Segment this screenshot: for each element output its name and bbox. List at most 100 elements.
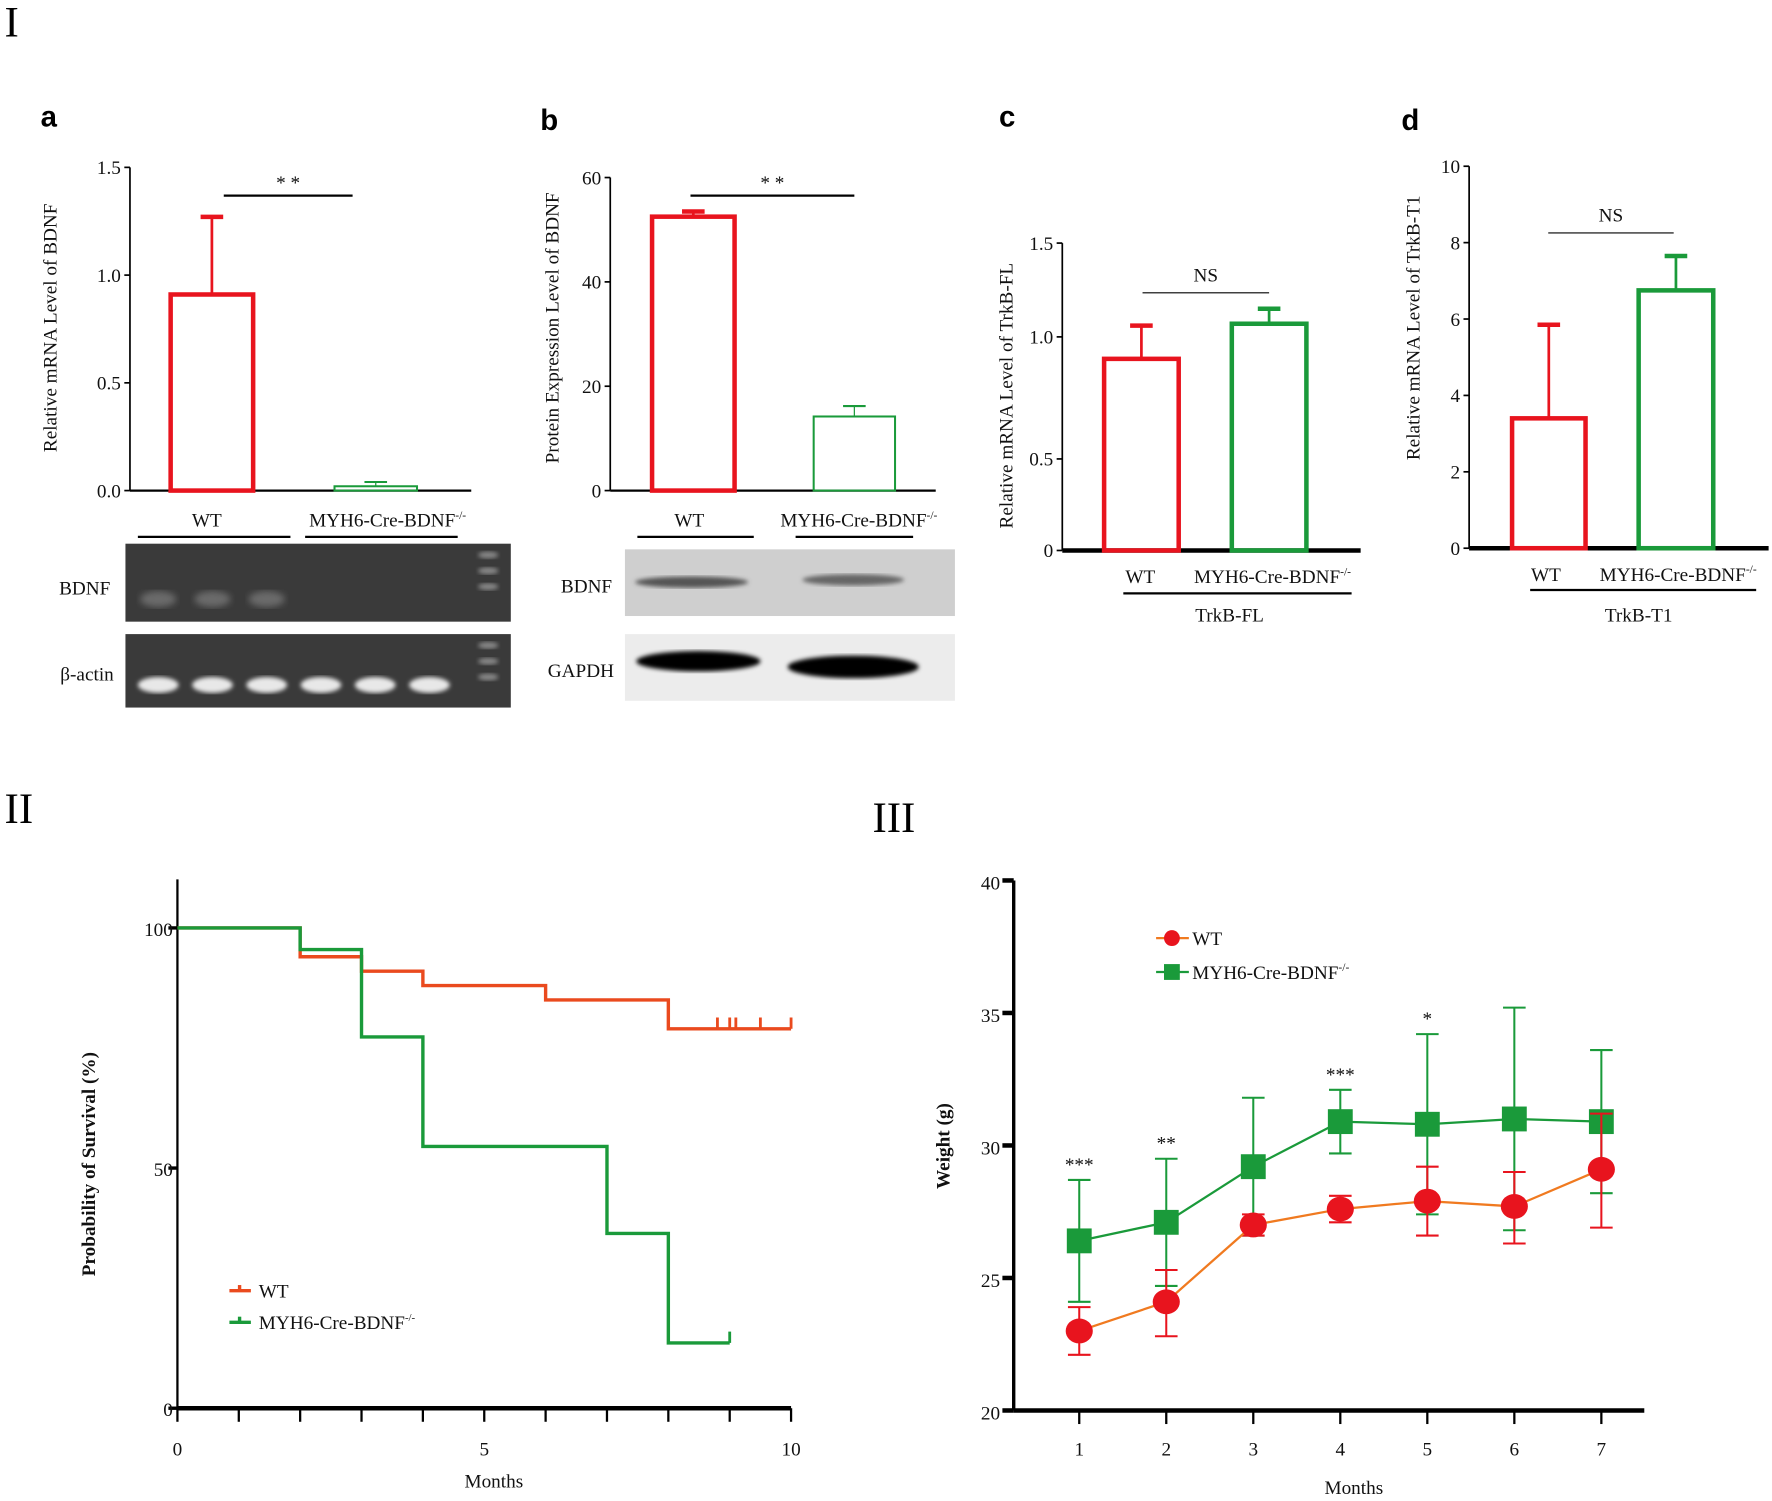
y-tick-label-b: 60 bbox=[582, 168, 601, 189]
y-axis-label-III: Weight (g) bbox=[933, 1103, 954, 1189]
bar-b-ko bbox=[812, 415, 897, 492]
significance-label-b: * * bbox=[760, 173, 784, 194]
data-point-wt bbox=[1413, 1188, 1441, 1214]
bar-b-wt bbox=[649, 214, 737, 493]
bar-d-ko bbox=[1636, 288, 1716, 551]
blot-band bbox=[787, 655, 919, 679]
figure-label-I: I bbox=[5, 0, 19, 46]
category-label-a: WT bbox=[192, 511, 222, 532]
significance-label-III: * bbox=[1423, 1009, 1433, 1030]
panel-label-c: c bbox=[999, 101, 1015, 134]
category-label-c: WT bbox=[1125, 567, 1155, 588]
blot-band bbox=[635, 576, 749, 588]
group-label-c: TrkB-FL bbox=[1195, 606, 1264, 627]
data-point-ko bbox=[1414, 1111, 1440, 1137]
y-tick-label-II: 0 bbox=[163, 1400, 173, 1421]
gel-band bbox=[246, 677, 288, 693]
x-tick-label-II: 5 bbox=[479, 1440, 489, 1461]
bar-a-wt bbox=[168, 292, 256, 493]
panel-label-d: d bbox=[1401, 104, 1419, 137]
y-tick-label-b: 20 bbox=[582, 377, 601, 398]
y-tick-label-d: 8 bbox=[1450, 233, 1460, 254]
y-tick-label-II: 50 bbox=[154, 1160, 173, 1181]
category-label-b: MYH6-Cre-BDNF-/- bbox=[780, 510, 937, 532]
y-tick-label-b: 40 bbox=[582, 273, 601, 294]
figure-label-II: II bbox=[5, 786, 34, 833]
gel-band bbox=[409, 677, 450, 693]
y-axis-label-d: Relative mRNA Level of TrkB-T1 bbox=[1403, 196, 1424, 461]
y-tick-label-c: 0 bbox=[1044, 541, 1054, 562]
y-tick-label-a: 1.5 bbox=[97, 158, 121, 179]
gel-row-label-actin: β-actin bbox=[60, 664, 114, 685]
survival-curve-wt bbox=[177, 926, 792, 1031]
significance-label-d: NS bbox=[1599, 206, 1624, 227]
data-point-wt bbox=[1152, 1289, 1180, 1315]
gel-image-actin bbox=[125, 634, 511, 708]
gel-band bbox=[192, 677, 233, 693]
ladder-band bbox=[478, 567, 499, 575]
category-label-d: MYH6-Cre-BDNF-/- bbox=[1600, 564, 1757, 586]
y-tick-label-III: 20 bbox=[981, 1404, 1000, 1425]
panel-label-a: a bbox=[41, 101, 58, 134]
category-label-a: MYH6-Cre-BDNF-/- bbox=[309, 510, 466, 532]
significance-label-a: * * bbox=[276, 173, 300, 194]
bar-d-wt bbox=[1509, 416, 1588, 551]
y-axis-label-b: Protein Expression Level of BDNF bbox=[542, 192, 563, 463]
y-tick-label-c: 1.0 bbox=[1029, 328, 1053, 349]
survival-curve-ko bbox=[177, 926, 730, 1345]
x-tick-label-III: 1 bbox=[1074, 1440, 1084, 1461]
y-tick-label-III: 30 bbox=[981, 1139, 1000, 1160]
significance-label-III: *** bbox=[1065, 1155, 1094, 1176]
x-tick-label-III: 7 bbox=[1597, 1440, 1607, 1461]
blot-row-label-bdnf: BDNF bbox=[561, 576, 612, 597]
y-tick-label-b: 0 bbox=[592, 481, 602, 502]
y-tick-label-a: 1.0 bbox=[97, 266, 121, 287]
y-tick-label-c: 0.5 bbox=[1029, 450, 1053, 471]
bar-c-ko bbox=[1229, 321, 1309, 553]
gel-band bbox=[248, 591, 285, 607]
y-tick-label-a: 0.5 bbox=[97, 374, 121, 395]
y-tick-label-c: 1.5 bbox=[1029, 234, 1053, 255]
y-tick-label-d: 10 bbox=[1441, 157, 1460, 178]
x-tick-label-III: 3 bbox=[1248, 1440, 1258, 1461]
data-point-wt bbox=[1065, 1318, 1093, 1344]
x-tick-label-III: 6 bbox=[1510, 1440, 1520, 1461]
legend-marker-wt bbox=[1164, 930, 1180, 947]
data-point-ko bbox=[1153, 1209, 1179, 1235]
y-tick-label-d: 4 bbox=[1450, 386, 1460, 407]
data-point-wt bbox=[1326, 1196, 1354, 1222]
y-tick-label-III: 25 bbox=[981, 1271, 1000, 1292]
blot-band bbox=[802, 574, 905, 586]
legend-marker-ko bbox=[1164, 964, 1180, 980]
x-tick-label-II: 10 bbox=[781, 1440, 800, 1461]
x-axis-label-III: Months bbox=[1325, 1478, 1384, 1499]
data-point-ko bbox=[1240, 1154, 1266, 1180]
data-point-ko bbox=[1327, 1109, 1353, 1135]
x-tick-label-III: 4 bbox=[1335, 1440, 1345, 1461]
y-axis-label-c: Relative mRNA Level of TrkB-FL bbox=[997, 263, 1018, 529]
legend-label-III-wt: WT bbox=[1192, 929, 1222, 950]
data-point-ko bbox=[1066, 1228, 1092, 1254]
y-tick-label-d: 6 bbox=[1450, 310, 1460, 331]
figure-label-III: III bbox=[872, 795, 915, 842]
ladder-band bbox=[478, 642, 499, 649]
legend-label-II-ko: MYH6-Cre-BDNF-/- bbox=[259, 1312, 416, 1334]
ladder-band bbox=[478, 673, 499, 681]
y-tick-label-III: 35 bbox=[981, 1006, 1000, 1027]
bar-a-ko bbox=[333, 485, 419, 492]
x-tick-label-III: 5 bbox=[1423, 1440, 1433, 1461]
data-point-wt bbox=[1239, 1212, 1267, 1238]
category-label-d: WT bbox=[1531, 565, 1561, 586]
gel-row-label-bdnf: BDNF bbox=[59, 579, 110, 600]
ladder-band bbox=[478, 583, 499, 591]
y-axis-label-a: Relative mRNA Level of BDNF bbox=[41, 204, 62, 453]
significance-label-III: ** bbox=[1157, 1134, 1176, 1155]
y-tick-label-III: 40 bbox=[981, 874, 1000, 895]
gel-image-bdnf bbox=[125, 543, 511, 622]
x-tick-label-III: 2 bbox=[1161, 1440, 1171, 1461]
category-label-c: MYH6-Cre-BDNF-/- bbox=[1194, 566, 1351, 588]
ladder-band bbox=[478, 657, 499, 665]
data-point-ko bbox=[1501, 1106, 1527, 1132]
significance-label-III: *** bbox=[1326, 1065, 1355, 1086]
